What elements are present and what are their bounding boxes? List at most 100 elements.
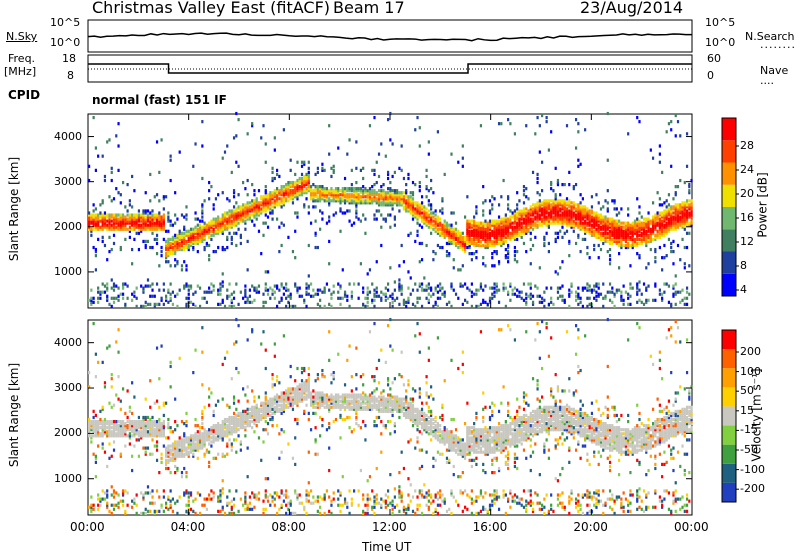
power-cell bbox=[452, 231, 455, 235]
power-cell bbox=[525, 187, 528, 191]
power-cell bbox=[529, 237, 532, 242]
power-cell bbox=[108, 225, 111, 229]
power-cell bbox=[627, 225, 630, 229]
power-cell bbox=[683, 207, 686, 211]
power-cell bbox=[162, 213, 165, 217]
power-cell bbox=[507, 203, 510, 207]
power-cell bbox=[232, 231, 236, 235]
power-cell bbox=[402, 199, 406, 203]
power-cell bbox=[312, 195, 315, 199]
velocity-cell bbox=[178, 448, 181, 452]
power-cell bbox=[339, 284, 342, 288]
power-cell bbox=[185, 213, 188, 217]
power-cell bbox=[355, 211, 358, 215]
velocity-cell bbox=[192, 440, 195, 444]
power-cell bbox=[418, 189, 421, 193]
velocity-cell bbox=[271, 499, 274, 503]
power-cell bbox=[613, 199, 616, 203]
power-cell bbox=[577, 294, 580, 298]
power-cell bbox=[568, 213, 571, 217]
velocity-cell bbox=[88, 505, 91, 509]
power-cell bbox=[425, 187, 428, 191]
power-cell bbox=[275, 195, 279, 199]
power-cell bbox=[430, 187, 433, 191]
power-cell bbox=[248, 217, 252, 221]
power-cell bbox=[473, 252, 476, 256]
velocity-cell bbox=[99, 426, 102, 430]
power-cell bbox=[604, 225, 607, 229]
power-cell bbox=[131, 221, 134, 225]
power-cell bbox=[251, 203, 254, 207]
power-cell bbox=[305, 189, 308, 193]
velocity-cell bbox=[237, 422, 240, 426]
power-cell bbox=[618, 235, 621, 239]
velocity-cell bbox=[103, 432, 107, 436]
velocity-cell bbox=[205, 434, 208, 438]
power-cell bbox=[330, 304, 333, 308]
power-cell bbox=[484, 245, 487, 250]
velocity-cell bbox=[183, 452, 186, 456]
power-cell bbox=[350, 199, 353, 203]
power-cell bbox=[554, 237, 557, 242]
power-cell bbox=[323, 191, 326, 195]
power-cell bbox=[488, 286, 492, 290]
velocity-cell bbox=[251, 411, 254, 416]
velocity-cell bbox=[176, 450, 179, 454]
power-cell bbox=[221, 272, 224, 276]
velocity-cell bbox=[244, 411, 247, 416]
power-cell bbox=[688, 215, 691, 219]
power-cell bbox=[314, 187, 317, 191]
power-cell bbox=[681, 203, 684, 207]
power-cell bbox=[518, 225, 521, 229]
power-cell bbox=[631, 229, 634, 233]
power-cell bbox=[255, 209, 258, 213]
power-cell bbox=[171, 237, 175, 242]
power-cell bbox=[396, 191, 399, 195]
power-cell bbox=[217, 292, 220, 296]
power-cell bbox=[629, 294, 632, 298]
power-cell bbox=[445, 254, 449, 258]
power-cell bbox=[203, 245, 206, 250]
velocity-cell bbox=[94, 454, 97, 458]
power-cell bbox=[432, 215, 435, 219]
power-cell bbox=[366, 197, 369, 201]
power-cell bbox=[142, 217, 145, 221]
power-cell bbox=[366, 296, 369, 300]
power-cell bbox=[246, 213, 249, 217]
power-cell bbox=[665, 199, 668, 203]
power-cell bbox=[475, 256, 478, 260]
power-cell bbox=[278, 174, 281, 179]
power-cell bbox=[504, 286, 507, 290]
power-cell bbox=[681, 225, 684, 229]
power-cell bbox=[389, 294, 392, 298]
power-cell bbox=[285, 288, 288, 292]
power-cell bbox=[305, 182, 308, 187]
velocity-cell bbox=[196, 491, 199, 495]
velocity-cell bbox=[124, 434, 127, 438]
power-cell bbox=[590, 217, 594, 221]
velocity-cell bbox=[217, 438, 220, 442]
power-cell bbox=[296, 211, 299, 215]
power-cell bbox=[167, 245, 170, 250]
power-cell bbox=[133, 217, 136, 221]
velocity-cell bbox=[140, 424, 143, 428]
power-cell bbox=[443, 227, 446, 231]
power-cell bbox=[416, 205, 419, 209]
power-cell bbox=[661, 256, 664, 260]
power-cell bbox=[590, 215, 594, 219]
power-cell bbox=[529, 223, 532, 227]
power-cell bbox=[174, 213, 177, 217]
power-cell bbox=[445, 229, 449, 233]
power-cell bbox=[348, 195, 351, 199]
power-cell bbox=[314, 185, 317, 189]
power-cell bbox=[343, 195, 347, 199]
velocity-cell bbox=[228, 417, 231, 422]
velocity-cell bbox=[106, 346, 109, 350]
power-cell bbox=[536, 207, 539, 211]
power-cell bbox=[137, 223, 141, 227]
velocity-cell bbox=[217, 430, 220, 434]
power-cell bbox=[275, 191, 279, 195]
velocity-cell bbox=[257, 407, 261, 411]
power-cell bbox=[162, 197, 165, 201]
power-cell bbox=[563, 203, 566, 207]
